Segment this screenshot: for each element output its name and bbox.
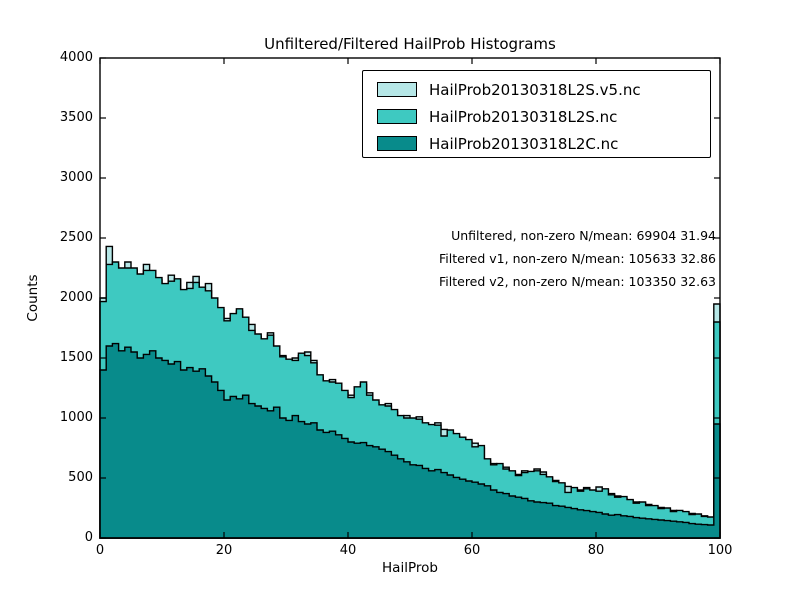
y-tick-label: 3000 [59,170,93,185]
x-tick-label: 80 [587,543,605,558]
legend-item: HailProb20130318L2C.nc [377,130,700,157]
annotation-filtered-v1: Filtered v1, non-zero N/mean: 105633 32.… [439,251,716,266]
legend-swatch-medium [377,109,417,124]
y-tick-label: 2000 [59,290,93,305]
y-tick-label: 1000 [59,410,93,425]
stats-annotations: Unfiltered, non-zero N/mean: 69904 31.94… [439,224,716,293]
x-tick-label: 0 [95,543,105,558]
x-tick-label: 100 [707,543,733,558]
y-tick-label: 500 [68,470,93,485]
y-tick-label: 4000 [59,50,93,65]
chart-title: Unfiltered/Filtered HailProb Histograms [264,35,556,53]
annotation-filtered-v2: Filtered v2, non-zero N/mean: 103350 32.… [439,274,716,289]
legend-label: HailProb20130318L2S.nc [429,107,618,126]
x-tick-label: 20 [215,543,233,558]
annotation-unfiltered: Unfiltered, non-zero N/mean: 69904 31.94 [451,228,716,243]
legend-item: HailProb20130318L2S.v5.nc [377,76,700,103]
legend-swatch-light [377,82,417,97]
y-tick-label: 3500 [59,110,93,125]
y-tick-label: 2500 [59,230,93,245]
legend-label: HailProb20130318L2C.nc [429,134,619,153]
legend: HailProb20130318L2S.v5.nc HailProb201303… [362,70,711,158]
histogram-series-2 [99,342,721,539]
legend-swatch-dark [377,136,417,151]
x-tick-label: 40 [339,543,357,558]
legend-item: HailProb20130318L2S.nc [377,103,700,130]
y-tick-label: 1500 [59,350,93,365]
legend-label: HailProb20130318L2S.v5.nc [429,80,641,99]
x-axis-label: HailProb [382,560,438,576]
y-tick-label: 0 [84,530,93,545]
x-tick-label: 60 [463,543,481,558]
